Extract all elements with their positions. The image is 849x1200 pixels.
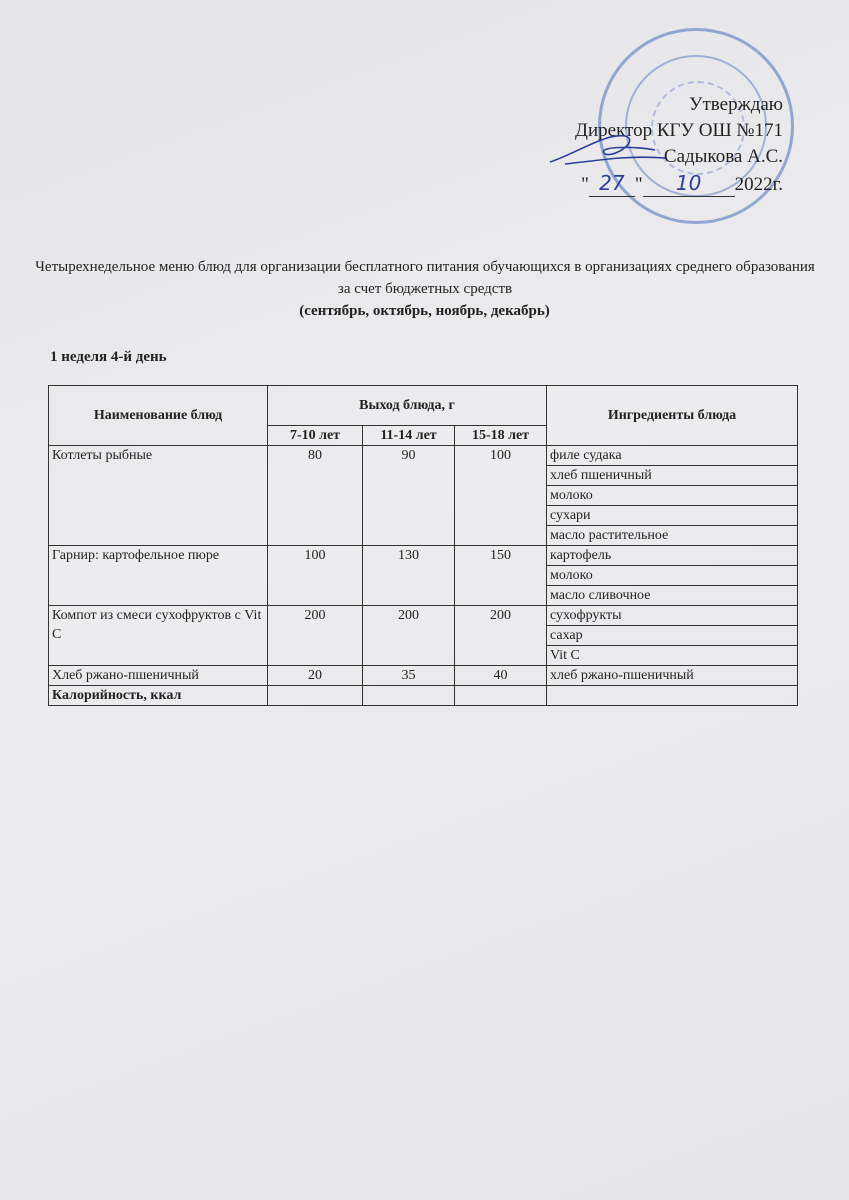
- yield-11-14: 90: [362, 445, 455, 546]
- yield-15-18: 100: [454, 445, 547, 546]
- director-title: Директор КГУ ОШ №171: [575, 120, 783, 141]
- dish-name: Хлеб ржано-пшеничный: [48, 665, 268, 686]
- date-quote-open: ": [581, 174, 589, 195]
- ingredient: молоко: [546, 485, 798, 506]
- header-yield: Выход блюда, г: [267, 385, 547, 426]
- table-row: Котлеты рыбные 80 90 100 филе судака: [48, 445, 798, 546]
- date-month-handwritten: 10: [642, 170, 735, 197]
- header-age-11-14: 11-14 лет: [362, 425, 455, 446]
- header-age-15-18: 15-18 лет: [454, 425, 547, 446]
- ingredient: масло растительное: [546, 525, 798, 546]
- dish-name: Котлеты рыбные: [48, 445, 268, 546]
- yield-7-10: 20: [267, 665, 363, 686]
- approval-date: " 27 " 10 2022г.: [575, 170, 783, 198]
- yield-7-10: 200: [267, 605, 363, 666]
- table-row: Хлеб ржано-пшеничный 20 35 40 хлеб ржано-пше…: [48, 665, 798, 686]
- calories-7-10: [267, 685, 363, 706]
- ingredient: масло сливочное: [546, 585, 798, 606]
- menu-table: Наименование блюд Выход блюда, г Ингреди…: [48, 385, 798, 706]
- ingredient: сухофрукты: [546, 605, 798, 626]
- table-row: хлеб пшеничный: [49, 465, 798, 486]
- period: (сентябрь, октябрь, ноябрь, декабрь): [299, 303, 550, 319]
- header-ingredients: Ингредиенты блюда: [546, 385, 798, 446]
- ingredient: сухари: [546, 505, 798, 526]
- header-age-7-10: 7-10 лет: [267, 425, 363, 446]
- ingredient: хлеб пшеничный: [546, 465, 798, 486]
- yield-11-14: 130: [362, 545, 455, 606]
- day-label: 1 неделя 4-й день: [50, 349, 167, 365]
- dish-name: Компот из смеси сухофруктов с Vit C: [48, 605, 268, 666]
- yield-7-10: 100: [267, 545, 363, 606]
- date-year: 2022г.: [734, 174, 783, 195]
- ingredient: филе судака: [546, 445, 798, 466]
- signature: [549, 134, 666, 165]
- yield-15-18: 200: [454, 605, 547, 666]
- approval-title: Утверждаю: [689, 94, 783, 115]
- emblem-icon: [651, 81, 745, 175]
- date-quote-close: ": [634, 174, 643, 195]
- calories-ingredients: [546, 685, 798, 706]
- approval-block: Утверждаю Директор КГУ ОШ №171 Садыкова …: [575, 92, 783, 198]
- yield-15-18: 40: [454, 665, 547, 686]
- ingredient: Vit C: [546, 645, 798, 666]
- date-day-handwritten: 27: [588, 170, 635, 197]
- yield-7-10: 80: [267, 445, 363, 546]
- table-row: Гарнир: картофельное пюре 100 130 150 картоф…: [48, 545, 798, 606]
- header-name: Наименование блюд: [48, 385, 268, 446]
- ingredient: молоко: [546, 565, 798, 586]
- yield-15-18: 150: [454, 545, 547, 606]
- calories-15-18: [454, 685, 547, 706]
- calories-11-14: [362, 685, 455, 706]
- table-row: масло сливочное: [49, 585, 798, 606]
- yield-11-14: 200: [362, 605, 455, 666]
- ingredient: хлеб ржано-пшеничный: [546, 665, 798, 686]
- yield-11-14: 35: [362, 665, 455, 686]
- calories-label: Калорийность, ккал: [48, 685, 268, 706]
- document-title: Четырехнедельное меню блюд для организац…: [35, 259, 815, 297]
- ingredient: сахар: [546, 625, 798, 646]
- dish-name: Гарнир: картофельное пюре: [48, 545, 268, 606]
- director-name: Садыкова А.С.: [663, 146, 783, 167]
- ingredient: картофель: [546, 545, 798, 566]
- table-row: Компот из смеси сухофруктов с Vit C 200 20…: [48, 605, 798, 666]
